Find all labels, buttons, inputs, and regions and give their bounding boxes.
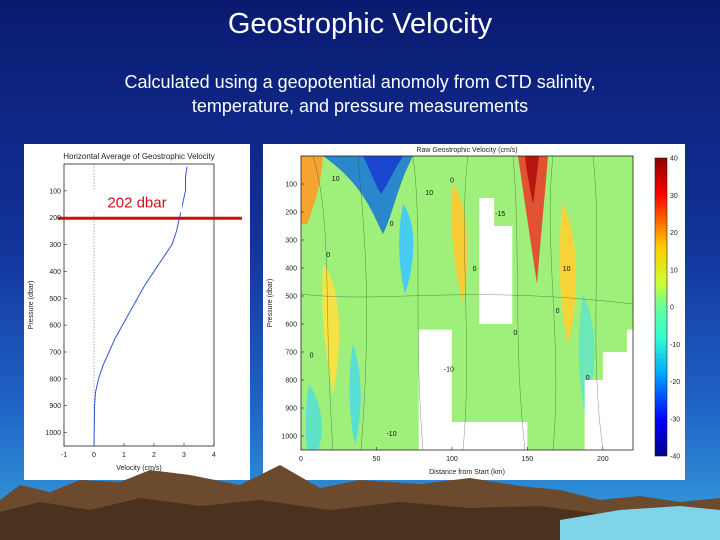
colorbar-tick-label: -30 bbox=[670, 416, 680, 423]
raw-velocity-heatmap: Raw Geostrophic Velocity (cm/s)00100-100… bbox=[267, 147, 680, 476]
x-tick-label: 1 bbox=[122, 452, 126, 459]
positive-velocity-region bbox=[451, 184, 468, 304]
max-positive-region bbox=[525, 156, 539, 204]
y-tick-label: 700 bbox=[49, 350, 61, 357]
x-tick-label: 100 bbox=[446, 456, 458, 463]
contour-line bbox=[592, 155, 604, 451]
strong-positive-region bbox=[518, 156, 548, 284]
x-tick-label: 2 bbox=[152, 452, 156, 459]
colorbar-tick-label: 30 bbox=[670, 193, 678, 200]
y-tick-label: 300 bbox=[285, 238, 297, 245]
contour-label: 0 bbox=[556, 308, 560, 315]
colorbar-tick-label: -40 bbox=[670, 454, 680, 461]
contour-line bbox=[412, 155, 424, 451]
colorbar-tick-label: 10 bbox=[670, 267, 678, 274]
y-tick-label: 1000 bbox=[281, 434, 297, 441]
y-tick-label: 500 bbox=[49, 296, 61, 303]
y-tick-label: 300 bbox=[49, 242, 61, 249]
contour-label: -15 bbox=[495, 211, 505, 218]
subtitle-line-2: temperature, and pressure measurements bbox=[191, 96, 529, 116]
raw-velocity-chart-panel: Raw Geostrophic Velocity (cm/s) 0 0 10 0 -10 0… bbox=[263, 144, 685, 480]
y-tick-label: 1000 bbox=[45, 430, 61, 437]
y-tick-label: 400 bbox=[49, 269, 61, 276]
no-data-mask bbox=[479, 198, 513, 324]
x-axis-label: Velocity (cm/s) bbox=[116, 465, 162, 472]
contour-line bbox=[462, 155, 469, 451]
x-tick-label: 50 bbox=[373, 456, 381, 463]
contour-line bbox=[357, 155, 367, 451]
mountain-landscape-decoration bbox=[0, 465, 720, 540]
y-tick-label: 600 bbox=[49, 323, 61, 330]
y-tick-label: 600 bbox=[285, 322, 297, 329]
contour-label: 0 bbox=[450, 178, 454, 185]
y-tick-label: 800 bbox=[49, 376, 61, 383]
no-data-mask bbox=[584, 329, 633, 450]
contour-label: 0 bbox=[390, 221, 394, 228]
contour-line bbox=[512, 155, 526, 451]
contour-label: 10 bbox=[425, 190, 433, 197]
x-tick-label: -1 bbox=[61, 452, 67, 459]
contour-label: 10 bbox=[332, 176, 340, 183]
colorbar-tick-label: -10 bbox=[670, 342, 680, 349]
contour-label: 0 bbox=[326, 252, 330, 259]
x-tick-label: 200 bbox=[597, 456, 609, 463]
y-tick-label: 100 bbox=[285, 182, 297, 189]
contour-line bbox=[312, 155, 334, 451]
plot-frame bbox=[300, 155, 634, 451]
x-tick-label: 3 bbox=[182, 452, 186, 459]
colorbar-tick-label: -20 bbox=[670, 379, 680, 386]
colorbar bbox=[654, 157, 668, 457]
no-data-mask bbox=[451, 422, 528, 450]
y-tick-label: 200 bbox=[49, 215, 61, 222]
x-tick-label: 150 bbox=[522, 456, 534, 463]
y-axis-label: Pressure (dbar) bbox=[267, 279, 274, 328]
x-tick-label: 0 bbox=[299, 456, 303, 463]
contour-label: 0 bbox=[473, 266, 477, 273]
x-tick-label: 4 bbox=[212, 452, 216, 459]
colorbar-tick-label: 40 bbox=[670, 156, 678, 163]
chart-title: Raw Geostrophic Velocity (cm/s) bbox=[416, 147, 517, 154]
y-tick-label: 100 bbox=[49, 188, 61, 195]
average-velocity-chart-panel: Horizontal Average of Geostrophic Veloci… bbox=[24, 144, 250, 480]
no-data-mask bbox=[418, 329, 452, 450]
strong-negative-region bbox=[363, 156, 403, 194]
annotation-label: 202 dbar bbox=[107, 194, 166, 211]
contour-line bbox=[549, 155, 557, 451]
y-axis-label: Pressure (dbar) bbox=[28, 281, 35, 330]
y-tick-label: 200 bbox=[285, 210, 297, 217]
contour-label: 0 bbox=[513, 330, 517, 337]
positive-velocity-region bbox=[559, 204, 577, 344]
y-tick-label: 700 bbox=[285, 350, 297, 357]
slide-subtitle: Calculated using a geopotential anomoly … bbox=[60, 70, 660, 118]
colorbar-tick-label: 20 bbox=[670, 230, 678, 237]
contour-line bbox=[300, 293, 634, 305]
annotation-label-bg bbox=[92, 190, 182, 213]
slide-title: Geostrophic Velocity bbox=[227, 8, 493, 40]
subtitle-line-1: Calculated using a geopotential anomoly … bbox=[124, 72, 596, 92]
y-tick-label: 900 bbox=[285, 406, 297, 413]
contour-label: 10 bbox=[563, 266, 571, 273]
y-tick-label: 400 bbox=[285, 266, 297, 273]
y-tick-label: 800 bbox=[285, 378, 297, 385]
y-tick-label: 900 bbox=[49, 403, 61, 410]
weak-negative-region bbox=[305, 384, 322, 450]
colorbar-tick-label: 0 bbox=[670, 305, 674, 312]
contour-label: 0 bbox=[310, 353, 314, 360]
y-tick-label: 500 bbox=[285, 294, 297, 301]
chart-title: Horizontal Average of Geostrophic Veloci… bbox=[63, 152, 215, 161]
x-axis-label: Distance from Start (km) bbox=[429, 469, 505, 476]
x-tick-label: 0 bbox=[92, 452, 96, 459]
average-velocity-chart: Horizontal Average of Geostrophic Veloci… bbox=[28, 152, 242, 472]
negative-velocity-region bbox=[399, 204, 414, 294]
contour-label: -10 bbox=[386, 431, 396, 438]
contour-label: 0 bbox=[586, 375, 590, 382]
contour-label: -10 bbox=[444, 367, 454, 374]
weak-negative-region bbox=[349, 344, 361, 444]
